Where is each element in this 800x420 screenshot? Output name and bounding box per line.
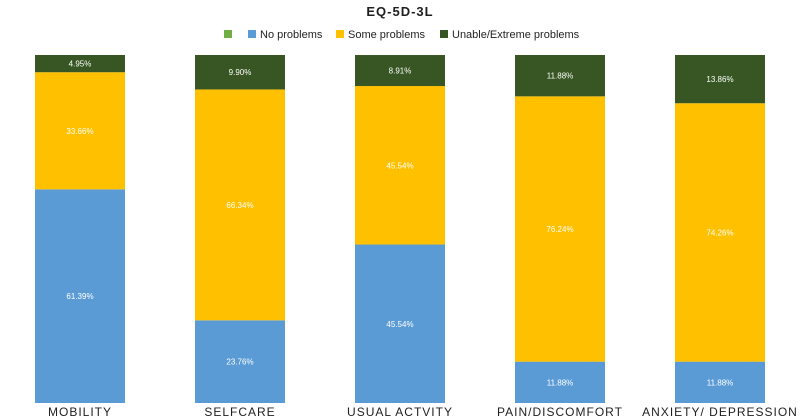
category-labels: MOBILITY SELFCARE USUAL ACTVITY PAIN/DISCOM… — [48, 405, 798, 419]
bar-0-0 — [35, 189, 125, 403]
bar-1-0 — [35, 72, 125, 190]
data-label-1-1: 66.34% — [226, 201, 253, 210]
data-label-2-4: 13.86% — [706, 75, 733, 84]
data-label-1-4: 74.26% — [706, 228, 733, 237]
bar-2-4 — [675, 55, 765, 104]
bar-0-1 — [195, 320, 285, 403]
data-label-2-3: 11.88% — [547, 72, 574, 81]
legend-marker-2 — [336, 30, 344, 38]
data-label-1-3: 76.24% — [546, 225, 573, 234]
legend-marker-0 — [224, 30, 232, 38]
data-label-2-1: 9.90% — [229, 68, 252, 77]
data-label-0-4: 11.88% — [707, 378, 734, 387]
category-label-1: SELFCARE — [204, 405, 275, 419]
bar-1-2 — [355, 86, 445, 245]
category-label-3: PAIN/DISCOMFORT — [497, 405, 623, 419]
data-label-1-2: 45.54% — [386, 161, 413, 170]
bar-1-1 — [195, 89, 285, 321]
legend-label-3: Unable/Extreme problems — [452, 29, 580, 41]
bar-1-4 — [675, 103, 765, 362]
data-label-2-0: 4.95% — [69, 60, 92, 69]
bar-2-3 — [515, 55, 605, 97]
data-label-1-0: 33.66% — [66, 127, 93, 136]
legend-label-2: Some problems — [348, 29, 426, 41]
data-label-0-0: 61.39% — [66, 292, 93, 301]
bar-0-3 — [515, 361, 605, 403]
bar-1-3 — [515, 96, 605, 362]
legend-label-1: No problems — [260, 29, 323, 41]
legend-marker-3 — [440, 30, 448, 38]
bar-2-2 — [355, 55, 445, 87]
bar-0-2 — [355, 244, 445, 403]
chart-title: EQ-5D-3L — [366, 4, 433, 19]
data-label-0-1: 23.76% — [226, 358, 253, 367]
data-label-0-2: 45.54% — [386, 320, 413, 329]
data-label-2-2: 8.91% — [389, 67, 412, 76]
category-label-4: ANXIETY/ DEPRESSION — [642, 405, 798, 419]
bar-0-4 — [675, 361, 765, 403]
bar-2-1 — [195, 55, 285, 90]
category-label-2: USUAL ACTVITY — [347, 405, 453, 419]
data-label-0-3: 11.88% — [547, 378, 574, 387]
legend-marker-1 — [248, 30, 256, 38]
bars: 61.39% 33.66% 4.95% 23.76% 66.34% 9.90% 45.54%… — [35, 55, 765, 403]
legend: No problems Some problems Unable/Extreme p… — [224, 29, 580, 41]
category-label-0: MOBILITY — [48, 405, 112, 419]
bar-2-0 — [35, 55, 125, 73]
